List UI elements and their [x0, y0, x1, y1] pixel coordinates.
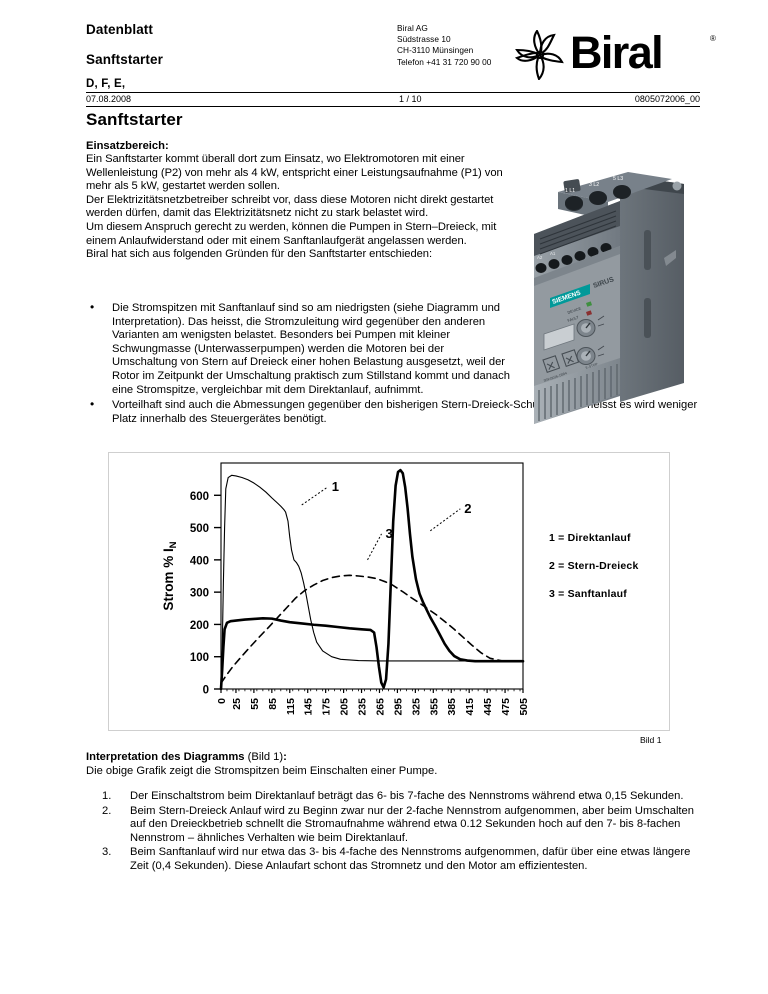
bullet-icon: •	[90, 397, 95, 412]
list-item-text: Beim Stern-Dreieck Anlauf wird zu Beginn…	[130, 804, 694, 844]
svg-text:3RW3026-1BB4: 3RW3026-1BB4	[543, 371, 568, 383]
header-title-sanftstarter: Sanftstarter	[86, 52, 163, 67]
svg-text:385: 385	[446, 698, 458, 716]
svg-text:200: 200	[190, 620, 209, 632]
svg-text:3 L2: 3 L2	[589, 182, 599, 188]
svg-text:2 = Stern-Dreieck: 2 = Stern-Dreieck	[549, 560, 639, 572]
intro-paragraph-3: Um diesem Anspruch gerecht zu werden, kö…	[86, 220, 497, 247]
company-address-block: Biral AG Südstrasse 10 CH-3110 Münsingen…	[397, 23, 491, 68]
chart-series-line	[220, 574, 524, 684]
svg-text:A1: A1	[550, 251, 556, 256]
svg-text:415: 415	[464, 698, 476, 716]
interpretation-numbered-list: 1. Der Einschaltstrom beim Direktanlauf …	[86, 790, 700, 875]
section-heading-einsatzbereich: Einsatzbereich:	[86, 140, 169, 152]
svg-text:25: 25	[231, 698, 243, 710]
header-meta-row: 07.08.2008 1 / 10 0805072006_00	[86, 94, 700, 106]
list-item: 1. Der Einschaltstrom beim Direktanlauf …	[86, 790, 700, 804]
svg-text:1 L1: 1 L1	[565, 188, 575, 194]
svg-text:5 L3: 5 L3	[613, 176, 623, 182]
interpretation-heading-colon: :	[283, 751, 287, 763]
svg-text:265: 265	[374, 698, 386, 716]
svg-text:1: 1	[332, 479, 339, 494]
intro-paragraphs: Ein Sanftstarter kommt überall dort zum …	[86, 153, 506, 262]
bullet-icon: •	[90, 300, 95, 314]
svg-text:400: 400	[190, 555, 209, 567]
svg-text:505: 505	[518, 698, 530, 716]
interpretation-heading-bold: Interpretation des Diagramms	[86, 751, 245, 763]
svg-text:DEVICE: DEVICE	[567, 306, 582, 315]
svg-text:2: 2	[464, 501, 471, 516]
impeller-icon	[514, 28, 566, 82]
list-item-text: Der Einschaltstrom beim Direktanlauf bet…	[130, 790, 684, 802]
bullet-text: Die Stromspitzen mit Sanftanlauf sind so…	[112, 302, 510, 396]
list-item: 2. Beim Stern-Dreieck Anlauf wird zu Beg…	[86, 805, 700, 846]
svg-text:100: 100	[190, 652, 209, 664]
logo-wordmark: Biral	[570, 27, 664, 78]
svg-text:295: 295	[392, 698, 404, 716]
intro-paragraph-1: Ein Sanftstarter kommt überall dort zum …	[86, 153, 503, 193]
svg-text:0: 0	[203, 685, 209, 697]
svg-text:300: 300	[190, 588, 209, 600]
svg-text:Strom % IN: Strom % IN	[161, 541, 179, 610]
company-street: Südstrasse 10	[397, 34, 451, 45]
page-header: Datenblatt Sanftstarter Biral AG Südstra…	[86, 22, 716, 84]
interpretation-heading-rest: (Bild 1)	[244, 751, 284, 763]
svg-text:445: 445	[482, 698, 494, 716]
svg-text:235: 235	[357, 698, 369, 716]
language-codes: D, F, E,	[86, 78, 126, 90]
advantages-bullet-list: • Die Stromspitzen mit Sanftanlauf sind …	[86, 300, 700, 428]
registered-mark-icon: ®	[710, 34, 716, 43]
interpretation-subtitle: Die obige Grafik zeigt die Stromspitzen …	[86, 765, 438, 777]
svg-text:1 = Direktanlauf: 1 = Direktanlauf	[549, 532, 631, 544]
svg-text:325: 325	[410, 698, 422, 716]
page-title: Sanftstarter	[86, 110, 183, 129]
svg-text:205: 205	[339, 698, 351, 716]
svg-text:E-STOP: E-STOP	[585, 362, 599, 370]
company-city: CH-3110 Münsingen	[397, 45, 474, 56]
company-phone: Telefon +41 31 720 90 00	[397, 56, 492, 67]
header-titles: Datenblatt Sanftstarter	[86, 22, 356, 68]
svg-text:FAULT: FAULT	[567, 315, 580, 323]
current-curves-chart: 0 100 200 300 400 500 600 0 25 55 85 115 145 175 205 23…	[108, 452, 670, 754]
biral-logo: Biral ®	[514, 27, 724, 82]
svg-text:A2: A2	[537, 255, 543, 260]
svg-text:3: 3	[386, 526, 393, 541]
intro-paragraph-4: Biral hat sich aus folgenden Gründen für…	[86, 248, 433, 261]
svg-text:55: 55	[249, 698, 261, 710]
list-item-number: 1.	[102, 790, 112, 802]
list-item-number: 2.	[102, 804, 112, 817]
document-number: 0805072006_00	[634, 94, 700, 104]
svg-text:3 = Sanftanlauf: 3 = Sanftanlauf	[549, 588, 627, 600]
company-name: Biral AG	[397, 23, 428, 33]
svg-text:0: 0	[216, 698, 228, 704]
list-item: • Die Stromspitzen mit Sanftanlauf sind …	[86, 300, 512, 397]
svg-text:175: 175	[321, 698, 333, 716]
svg-text:85: 85	[267, 698, 279, 710]
chart-series-line	[220, 474, 524, 690]
interpretation-heading: Interpretation des Diagramms (Bild 1):	[86, 751, 287, 763]
chart-series-line	[219, 468, 525, 691]
svg-text:600: 600	[190, 491, 209, 503]
header-divider-top	[86, 92, 700, 93]
product-photo-soft-starter: 1 L1 3 L2 5 L3 A2	[516, 138, 688, 428]
svg-text:475: 475	[500, 698, 512, 716]
svg-text:355: 355	[428, 698, 440, 716]
intro-paragraph-2: Der Elektrizitätsnetzbetreiber schreibt …	[86, 193, 494, 220]
document-date: 07.08.2008	[86, 94, 132, 104]
list-item-text: Beim Sanftanlauf wird nur etwa das 3- bi…	[130, 846, 691, 872]
svg-text:145: 145	[303, 698, 315, 716]
header-divider-bottom	[86, 106, 700, 107]
page-number: 1 / 10	[399, 94, 422, 104]
svg-text:500: 500	[190, 523, 209, 535]
figure-caption: Bild 1	[640, 735, 662, 745]
svg-text:115: 115	[285, 698, 297, 715]
list-item-number: 3.	[102, 846, 112, 859]
header-title-datenblatt: Datenblatt	[86, 22, 154, 37]
list-item: 3. Beim Sanftanlauf wird nur etwa das 3-…	[86, 846, 700, 873]
